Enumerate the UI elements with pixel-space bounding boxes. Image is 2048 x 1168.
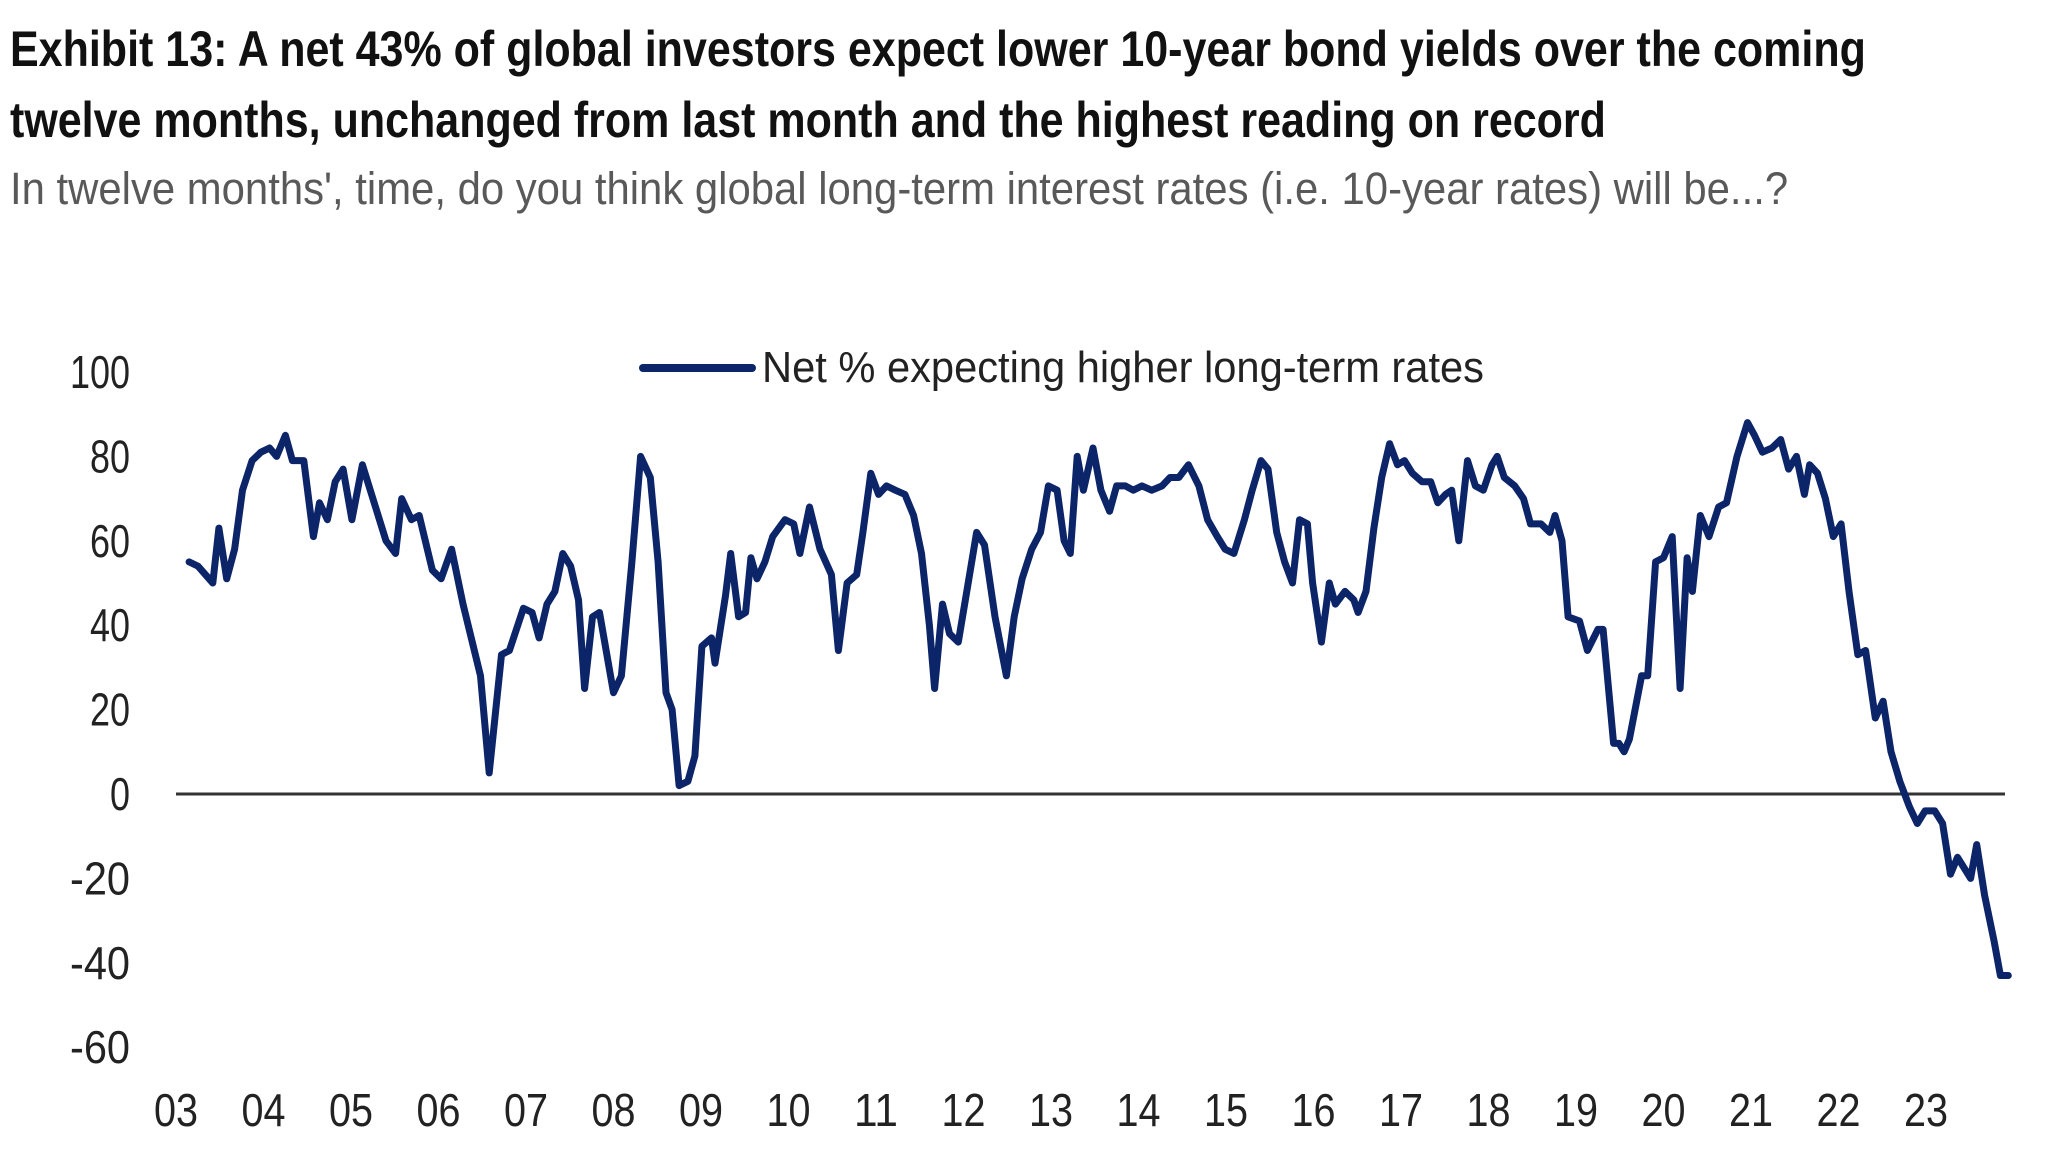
series-line-net-expecting-higher xyxy=(185,419,2012,979)
x-tick-label: 13 xyxy=(1029,1084,1073,1136)
chart-subtitle: In twelve months', time, do you think gl… xyxy=(10,163,1789,214)
x-tick-label: 18 xyxy=(1467,1084,1511,1136)
x-axis-ticks: 03 04 05 06 07 08 09 10 11 12 13 14 15 16 17 18 19 20 21 22… xyxy=(154,1084,1948,1136)
y-tick-label: 80 xyxy=(90,430,130,482)
y-tick-label: 0 xyxy=(110,768,130,820)
y-axis-ticks: 100 80 60 40 20 0 -20 -40 -60 xyxy=(70,346,130,1073)
x-tick-label: 10 xyxy=(767,1084,811,1136)
x-tick-label: 23 xyxy=(1904,1084,1948,1136)
y-tick-label: -40 xyxy=(70,937,130,989)
x-tick-label: 08 xyxy=(592,1084,636,1136)
y-tick-label: -60 xyxy=(70,1021,130,1073)
x-tick-label: 11 xyxy=(854,1084,898,1136)
chart-title-line-2: twelve months, unchanged from last month… xyxy=(10,92,1606,148)
x-tick-label: 16 xyxy=(1292,1084,1336,1136)
y-tick-label: 40 xyxy=(90,599,130,651)
y-tick-label: 100 xyxy=(70,346,130,398)
legend-label: Net % expecting higher long-term rates xyxy=(762,343,1484,392)
x-tick-label: 04 xyxy=(242,1084,286,1136)
y-tick-label: 60 xyxy=(90,515,130,567)
y-tick-label: -20 xyxy=(70,852,130,904)
x-tick-label: 15 xyxy=(1204,1084,1248,1136)
x-tick-label: 17 xyxy=(1379,1084,1423,1136)
x-tick-label: 21 xyxy=(1729,1084,1773,1136)
x-tick-label: 12 xyxy=(942,1084,986,1136)
x-tick-label: 14 xyxy=(1117,1084,1161,1136)
x-tick-label: 03 xyxy=(154,1084,198,1136)
x-tick-label: 22 xyxy=(1817,1084,1861,1136)
y-tick-label: 20 xyxy=(90,684,130,736)
legend: Net % expecting higher long-term rates xyxy=(639,343,1484,392)
x-tick-label: 20 xyxy=(1642,1084,1686,1136)
chart-title-line-1: Exhibit 13: A net 43% of global investor… xyxy=(10,21,1866,77)
x-tick-label: 19 xyxy=(1554,1084,1598,1136)
x-tick-label: 05 xyxy=(329,1084,373,1136)
x-tick-label: 07 xyxy=(504,1084,548,1136)
x-tick-label: 06 xyxy=(417,1084,461,1136)
x-tick-label: 09 xyxy=(679,1084,723,1136)
